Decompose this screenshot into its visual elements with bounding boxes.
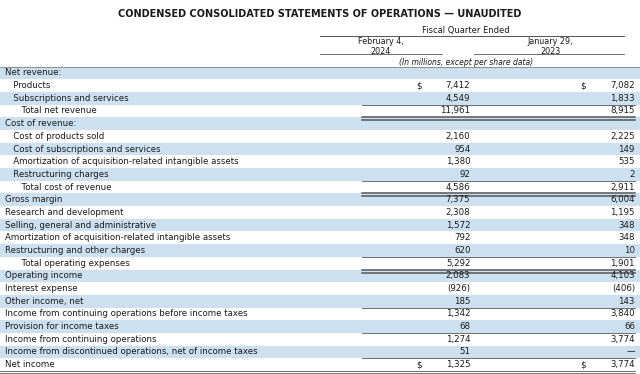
- Text: 2,083: 2,083: [446, 272, 470, 280]
- Text: 11,961: 11,961: [440, 107, 470, 116]
- Text: 620: 620: [454, 246, 470, 255]
- Text: Cost of subscriptions and services: Cost of subscriptions and services: [5, 144, 161, 153]
- Text: 5,292: 5,292: [446, 259, 470, 268]
- Text: February 4,
2024: February 4, 2024: [358, 37, 404, 56]
- Text: 66: 66: [624, 322, 635, 331]
- Text: 1,901: 1,901: [611, 259, 635, 268]
- Bar: [0, 193, 640, 206]
- Bar: [0, 346, 640, 358]
- Bar: [0, 295, 640, 307]
- Text: 1,342: 1,342: [446, 309, 470, 318]
- Text: $: $: [416, 81, 422, 90]
- Text: $: $: [580, 360, 586, 369]
- Text: Gross margin: Gross margin: [5, 195, 63, 204]
- Text: Amortization of acquisition-related intangible assets: Amortization of acquisition-related inta…: [5, 233, 230, 242]
- Text: 4,549: 4,549: [446, 94, 470, 103]
- Text: Net revenue:: Net revenue:: [5, 68, 61, 77]
- Text: 348: 348: [618, 221, 635, 230]
- Text: CONDENSED CONSOLIDATED STATEMENTS OF OPERATIONS — UNAUDITED: CONDENSED CONSOLIDATED STATEMENTS OF OPE…: [118, 9, 522, 19]
- Bar: [0, 117, 640, 130]
- Text: Total cost of revenue: Total cost of revenue: [5, 183, 111, 191]
- Text: 4,586: 4,586: [446, 183, 470, 191]
- Text: 535: 535: [618, 157, 635, 166]
- Text: 8,915: 8,915: [611, 107, 635, 116]
- Text: 1,572: 1,572: [446, 221, 470, 230]
- Text: 92: 92: [460, 170, 470, 179]
- Text: Selling, general and administrative: Selling, general and administrative: [5, 221, 156, 230]
- Text: —: —: [627, 347, 635, 356]
- Bar: [0, 244, 640, 257]
- Text: Income from continuing operations: Income from continuing operations: [5, 335, 157, 344]
- Text: 1,380: 1,380: [446, 157, 470, 166]
- Bar: [0, 92, 640, 105]
- Text: 51: 51: [460, 347, 470, 356]
- Text: Products: Products: [5, 81, 51, 90]
- Text: 68: 68: [460, 322, 470, 331]
- Text: $: $: [416, 360, 422, 369]
- Text: 2: 2: [629, 170, 635, 179]
- Text: 2,225: 2,225: [611, 132, 635, 141]
- Text: 6,004: 6,004: [611, 195, 635, 204]
- Text: 792: 792: [454, 233, 470, 242]
- Text: Other income, net: Other income, net: [5, 297, 84, 306]
- Bar: [0, 143, 640, 155]
- Bar: [0, 67, 640, 79]
- Text: 3,774: 3,774: [611, 360, 635, 369]
- Text: 3,774: 3,774: [611, 335, 635, 344]
- Bar: [0, 320, 640, 333]
- Text: 3,840: 3,840: [611, 309, 635, 318]
- Text: 2,308: 2,308: [446, 208, 470, 217]
- Text: Research and development: Research and development: [5, 208, 124, 217]
- Text: Subscriptions and services: Subscriptions and services: [5, 94, 129, 103]
- Bar: [0, 168, 640, 181]
- Text: Fiscal Quarter Ended: Fiscal Quarter Ended: [422, 26, 509, 35]
- Text: 149: 149: [618, 144, 635, 153]
- Text: 7,412: 7,412: [446, 81, 470, 90]
- Text: 348: 348: [618, 233, 635, 242]
- Text: 1,325: 1,325: [446, 360, 470, 369]
- Text: (406): (406): [612, 284, 635, 293]
- Text: Provision for income taxes: Provision for income taxes: [5, 322, 119, 331]
- Text: Cost of products sold: Cost of products sold: [5, 132, 104, 141]
- Text: Income from continuing operations before income taxes: Income from continuing operations before…: [5, 309, 248, 318]
- Text: 4,103: 4,103: [611, 272, 635, 280]
- Text: Restructuring and other charges: Restructuring and other charges: [5, 246, 145, 255]
- Text: 1,274: 1,274: [446, 335, 470, 344]
- Text: 2,160: 2,160: [446, 132, 470, 141]
- Text: Restructuring charges: Restructuring charges: [5, 170, 109, 179]
- Text: Total net revenue: Total net revenue: [5, 107, 97, 116]
- Text: 7,375: 7,375: [446, 195, 470, 204]
- Text: Income from discontinued operations, net of income taxes: Income from discontinued operations, net…: [5, 347, 258, 356]
- Bar: [0, 219, 640, 232]
- Text: 143: 143: [618, 297, 635, 306]
- Text: (In millions, except per share data): (In millions, except per share data): [399, 58, 532, 67]
- Text: 1,833: 1,833: [611, 94, 635, 103]
- Bar: [0, 270, 640, 282]
- Text: Total operating expenses: Total operating expenses: [5, 259, 130, 268]
- Text: (926): (926): [447, 284, 470, 293]
- Text: 185: 185: [454, 297, 470, 306]
- Text: Amortization of acquisition-related intangible assets: Amortization of acquisition-related inta…: [5, 157, 239, 166]
- Text: 1,195: 1,195: [611, 208, 635, 217]
- Text: 2,911: 2,911: [611, 183, 635, 191]
- Text: 7,082: 7,082: [611, 81, 635, 90]
- Text: January 29,
2023: January 29, 2023: [527, 37, 573, 56]
- Text: Interest expense: Interest expense: [5, 284, 77, 293]
- Text: 954: 954: [454, 144, 470, 153]
- Text: Net income: Net income: [5, 360, 55, 369]
- Text: Cost of revenue:: Cost of revenue:: [5, 119, 77, 128]
- Text: $: $: [580, 81, 586, 90]
- Text: Operating income: Operating income: [5, 272, 83, 280]
- Text: 10: 10: [624, 246, 635, 255]
